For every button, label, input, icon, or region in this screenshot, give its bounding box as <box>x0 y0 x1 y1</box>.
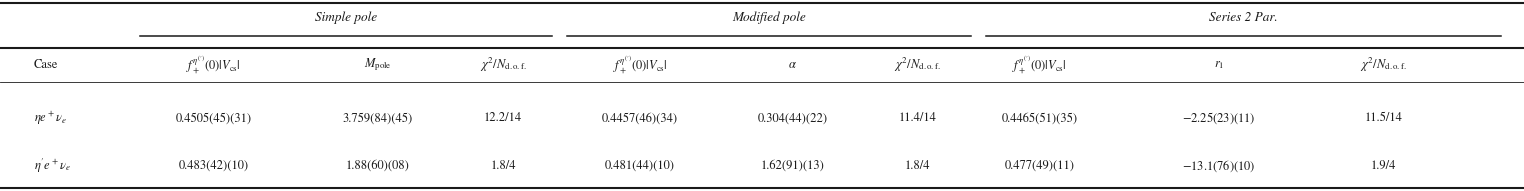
Text: Case: Case <box>34 59 58 71</box>
Text: 0.481(44)(10): 0.481(44)(10) <box>605 160 675 172</box>
Text: 1.9/4: 1.9/4 <box>1372 160 1396 172</box>
Text: 12.2/14: 12.2/14 <box>483 112 523 124</box>
Text: $f_+^{\eta^{(\prime)}}(0)|V_{\rm cs}|$: $f_+^{\eta^{(\prime)}}(0)|V_{\rm cs}|$ <box>1012 54 1067 75</box>
Text: 11.5/14: 11.5/14 <box>1366 112 1402 124</box>
Text: Simple pole: Simple pole <box>315 11 376 24</box>
Text: 0.4457(46)(34): 0.4457(46)(34) <box>602 112 678 124</box>
Text: 1.88(60)(08): 1.88(60)(08) <box>346 160 410 172</box>
Text: 0.4465(51)(35): 0.4465(51)(35) <box>1001 112 1077 124</box>
Text: $f_+^{\eta^{(\prime)}}(0)|V_{\rm cs}|$: $f_+^{\eta^{(\prime)}}(0)|V_{\rm cs}|$ <box>186 54 241 75</box>
Text: $f_+^{\eta^{(\prime)}}(0)|V_{\rm cs}|$: $f_+^{\eta^{(\prime)}}(0)|V_{\rm cs}|$ <box>613 54 668 75</box>
Text: $\eta' e^+\nu_e$: $\eta' e^+\nu_e$ <box>34 157 70 175</box>
Text: Series 2 Par.: Series 2 Par. <box>1209 11 1279 24</box>
Text: Modified pole: Modified pole <box>732 11 806 24</box>
Text: $\eta e^+\nu_e$: $\eta e^+\nu_e$ <box>34 110 67 127</box>
Text: $\chi^2/N_{\rm d.o.f.}$: $\chi^2/N_{\rm d.o.f.}$ <box>1361 56 1407 74</box>
Text: 0.304(44)(22): 0.304(44)(22) <box>757 112 828 124</box>
Text: 3.759(84)(45): 3.759(84)(45) <box>343 112 413 124</box>
Text: $-$2.25(23)(11): $-$2.25(23)(11) <box>1183 111 1256 126</box>
Text: 1.8/4: 1.8/4 <box>491 160 515 172</box>
Text: $\alpha$: $\alpha$ <box>788 59 797 71</box>
Text: 0.477(49)(11): 0.477(49)(11) <box>1004 160 1074 172</box>
Text: 1.62(91)(13): 1.62(91)(13) <box>760 160 824 172</box>
Text: 0.483(42)(10): 0.483(42)(10) <box>178 160 248 172</box>
Text: 0.4505(45)(31): 0.4505(45)(31) <box>175 112 251 124</box>
Text: $\chi^2/N_{\rm d.o.f.}$: $\chi^2/N_{\rm d.o.f.}$ <box>480 56 526 74</box>
Text: $r_1$: $r_1$ <box>1215 59 1224 71</box>
Text: 1.8/4: 1.8/4 <box>905 160 930 172</box>
Text: $\chi^2/N_{\rm d.o.f.}$: $\chi^2/N_{\rm d.o.f.}$ <box>895 56 940 74</box>
Text: $M_{\rm pole}$: $M_{\rm pole}$ <box>364 57 392 73</box>
Text: 11.4/14: 11.4/14 <box>899 112 936 124</box>
Text: $-$13.1(76)(10): $-$13.1(76)(10) <box>1183 158 1256 174</box>
